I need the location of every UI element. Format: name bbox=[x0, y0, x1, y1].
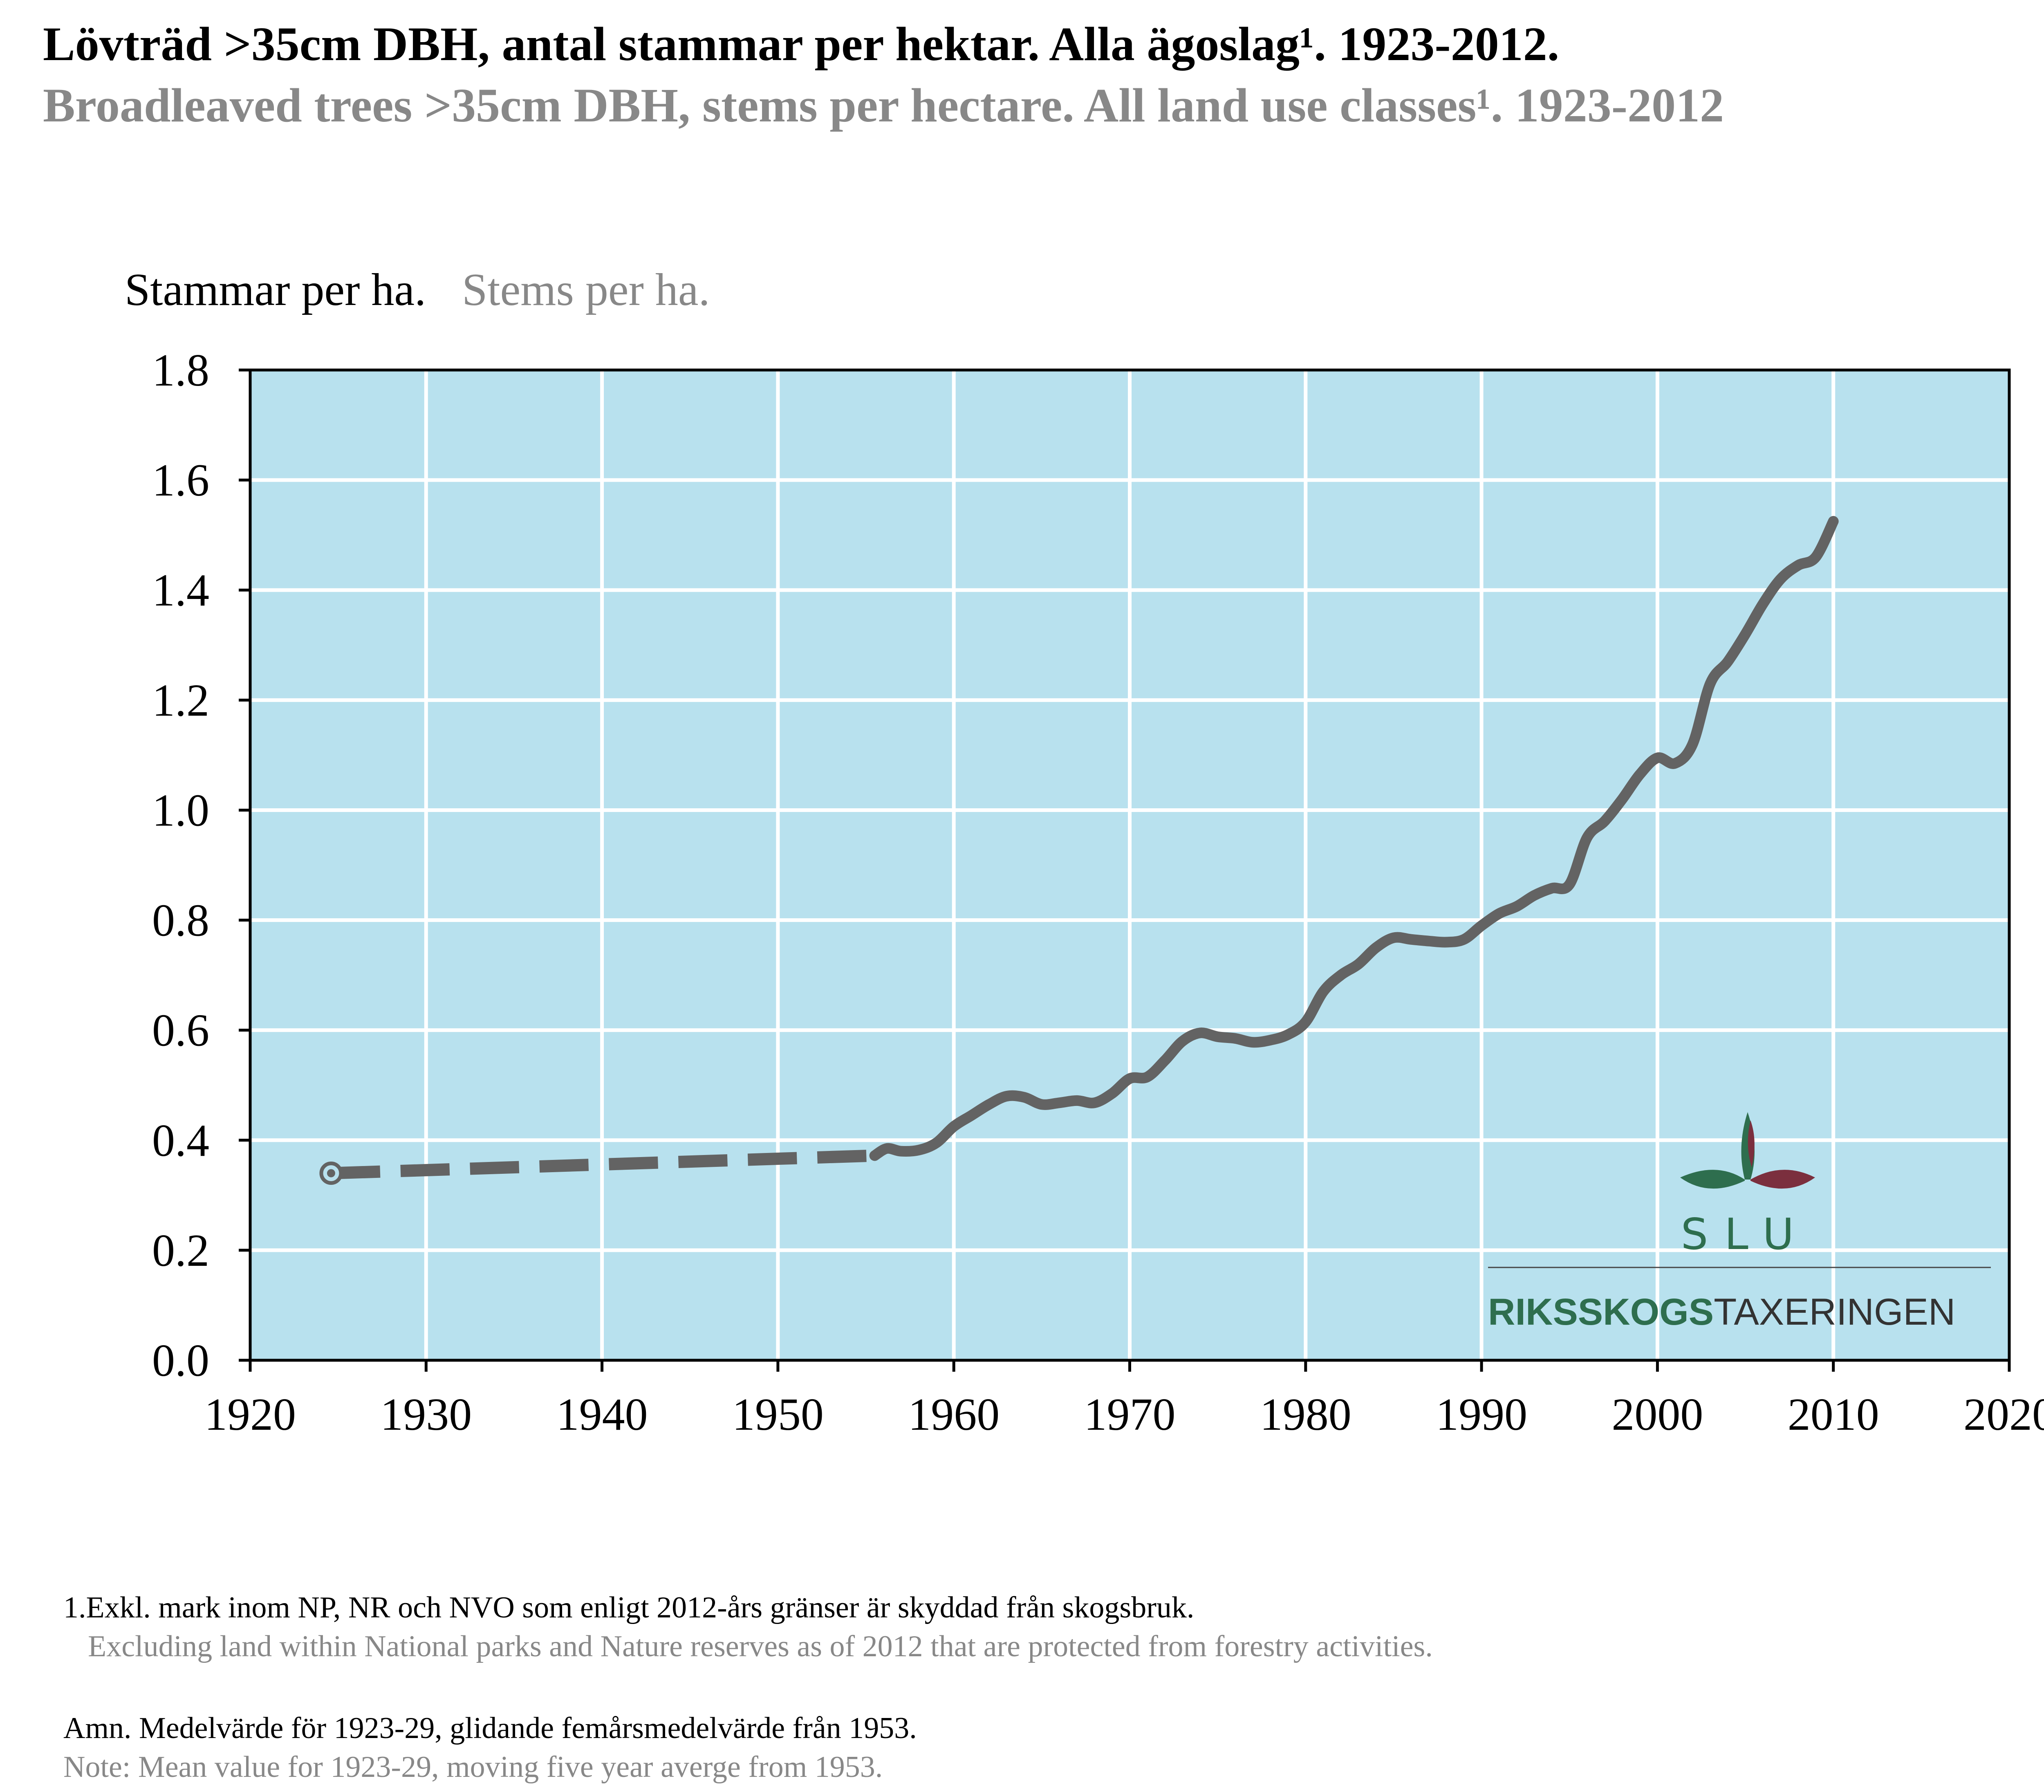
y-tick-label: 1.0 bbox=[152, 785, 209, 836]
axis-ticks bbox=[239, 368, 2011, 1372]
footnote-english: Excluding land within National parks and… bbox=[88, 1630, 1433, 1663]
marker-1923-29-center bbox=[327, 1169, 335, 1177]
x-tick-label: 1940 bbox=[556, 1389, 648, 1440]
y-unit-swedish: Stammar per ha. bbox=[125, 265, 426, 315]
x-axis-tick-labels: 1920 1930 1940 1950 1960 1970 1980 1990 2000 2010… bbox=[204, 1389, 2044, 1440]
y-tick-label: 0.0 bbox=[152, 1335, 209, 1386]
x-tick-label: 1950 bbox=[732, 1389, 824, 1440]
brand-light: TAXERINGEN bbox=[1714, 1291, 1955, 1333]
x-tick-label: 2000 bbox=[1611, 1389, 1703, 1440]
y-tick-label: 1.2 bbox=[152, 675, 209, 726]
x-tick-label: 1970 bbox=[1084, 1389, 1176, 1440]
y-unit-english: Stems per ha. bbox=[462, 265, 710, 315]
y-tick-label: 0.2 bbox=[152, 1225, 209, 1276]
y-tick-label: 0.8 bbox=[152, 895, 209, 946]
chart-title-english: Broadleaved trees >35cm DBH, stems per h… bbox=[43, 78, 1724, 132]
y-tick-label: 1.4 bbox=[152, 565, 209, 616]
brand-text: RIKSSKOGSTAXERINGEN bbox=[1488, 1291, 1955, 1333]
y-tick-label: 0.6 bbox=[152, 1005, 209, 1056]
y-axis-unit-label: Stammar per ha. Stems per ha. bbox=[125, 264, 710, 316]
slu-logo: SLU RIKSSKOGSTAXERINGEN bbox=[1488, 1112, 1991, 1333]
series-line-moving-average bbox=[869, 516, 1839, 1161]
note-english: Note: Mean value for 1923-29, moving fiv… bbox=[63, 1750, 883, 1784]
x-tick-label: 1920 bbox=[204, 1389, 296, 1440]
logo-leaf-right bbox=[1750, 1170, 1815, 1189]
x-tick-label: 2010 bbox=[1788, 1389, 1879, 1440]
logo-leaf-top-inner bbox=[1748, 1120, 1755, 1167]
chart-title-swedish: Lövträd >35cm DBH, antal stammar per hek… bbox=[43, 17, 1560, 71]
note-swedish: Amn. Medelvärde för 1923-29, glidande fe… bbox=[63, 1711, 917, 1745]
x-tick-label: 1930 bbox=[380, 1389, 472, 1440]
x-tick-label: 1980 bbox=[1260, 1389, 1351, 1440]
y-axis-tick-labels: 0.0 0.2 0.4 0.6 0.8 1.0 1.2 1.4 1.6 1.8 bbox=[152, 345, 209, 1386]
grid bbox=[250, 370, 2009, 1360]
dashed-series-1923-1955 bbox=[331, 1149, 875, 1180]
x-tick-label: 1960 bbox=[908, 1389, 1000, 1440]
logo-leaf-left bbox=[1680, 1170, 1745, 1189]
x-tick-label: 1990 bbox=[1436, 1389, 1527, 1440]
slu-logo-text: SLU bbox=[1681, 1209, 1811, 1259]
brand-bold: RIKSSKOGS bbox=[1488, 1291, 1714, 1333]
footnote-swedish: 1.Exkl. mark inom NP, NR och NVO som enl… bbox=[63, 1591, 1195, 1624]
y-tick-label: 1.8 bbox=[152, 345, 209, 396]
y-tick-label: 1.6 bbox=[152, 455, 209, 506]
y-tick-label: 0.4 bbox=[152, 1115, 209, 1166]
x-tick-label: 2020 bbox=[1963, 1389, 2044, 1440]
